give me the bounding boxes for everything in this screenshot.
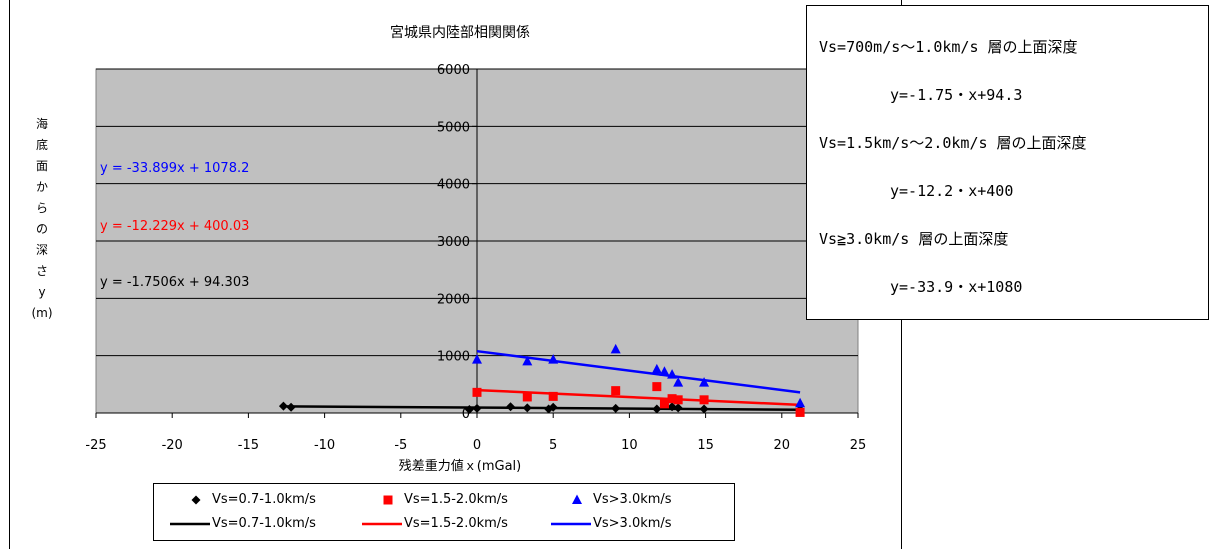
trendline-equation: y = -33.899x + 1078.2 (100, 161, 249, 176)
note-line: Vs≧3.0km/s 層の上面深度 (819, 230, 1009, 248)
trendline (476, 349, 801, 394)
note-line: y=-1.75・x+94.3 (890, 86, 1023, 104)
legend: Vs=0.7-1.0km/s Vs=1.5-2.0km/s Vs>3.0km/s Vs… (153, 483, 735, 541)
note-line: y=-12.2・x+400 (890, 182, 1014, 200)
data-point-triangle (673, 377, 684, 387)
data-point-triangle (651, 363, 662, 374)
data-point-diamond (522, 403, 532, 413)
data-point-diamond (464, 405, 474, 415)
data-point-square (472, 387, 482, 397)
data-point-square (795, 407, 805, 417)
legend-marker-swatch (191, 495, 201, 505)
legend-label: Vs>3.0km/s (593, 492, 672, 507)
data-point-square (659, 399, 669, 409)
data-point-diamond (191, 495, 201, 505)
legend-label: Vs=1.5-2.0km/s (404, 492, 508, 507)
y-tick-label: 3000 (437, 235, 470, 250)
chart-title: 宮城県内陸部相関関係 (390, 25, 530, 41)
data-point-diamond (652, 404, 662, 414)
y-axis-label-char: 海 (36, 116, 48, 131)
data-point-diamond (548, 402, 558, 412)
legend-label: Vs=0.7-1.0km/s (212, 492, 316, 507)
y-axis-label-char: さ (36, 264, 48, 278)
x-tick-label: 10 (621, 438, 638, 453)
data-point-diamond (472, 403, 482, 413)
y-axis-label-char: 面 (36, 159, 48, 173)
data-point-diamond (611, 403, 621, 413)
x-tick-label: 15 (697, 438, 714, 453)
note-line: y=-33.9・x+1080 (890, 278, 1023, 296)
x-tick-label: -25 (85, 438, 106, 453)
data-point-triangle (795, 397, 806, 408)
legend-marker-swatch (383, 495, 393, 505)
legend-line-swatch (362, 522, 402, 526)
data-point-square (673, 395, 683, 405)
legend-item: Vs=0.7-1.0km/s (168, 516, 316, 533)
y-tick-label: 0 (462, 407, 470, 422)
chart-svg: -25 -20 -15 -10 -5 0 5 10 15 20 25 0 1000 2000 3000 400… (31, 25, 867, 474)
data-point-triangle (659, 366, 670, 376)
data-point-square (699, 395, 709, 405)
y-axis-label-char: の (36, 222, 48, 236)
legend-item: Vs=1.5-2.0km/s (360, 516, 508, 533)
data-point-triangle (699, 377, 710, 387)
y-axis-label-char: ら (36, 201, 48, 215)
data-point-triangle (472, 354, 482, 364)
x-tick-label: 20 (774, 438, 791, 453)
y-axis-label-char: 底 (36, 137, 48, 152)
y-tick-label: 1000 (437, 350, 470, 365)
data-point-diamond (673, 403, 683, 413)
data-point-triangle (522, 355, 533, 366)
y-axis-label-char: 深 (36, 243, 48, 257)
data-point-triangle (667, 369, 678, 379)
equation-note-box: Vs=700m/s～1.0km/s 層の上面深度 y=-1.75・x+94.3 … (806, 5, 1209, 320)
data-point-diamond (278, 401, 288, 411)
legend-label: Vs=0.7-1.0km/s (212, 516, 316, 531)
data-point-square (522, 392, 532, 402)
data-point-square (548, 391, 558, 401)
x-tick-label: -10 (314, 438, 335, 453)
legend-line-swatch (170, 522, 210, 526)
legend-item: Vs=0.7-1.0km/s (168, 492, 316, 509)
legend-marker-swatch (572, 494, 582, 504)
legend-item: Vs>3.0km/s (549, 492, 672, 509)
data-point-triangle (610, 343, 621, 354)
legend-line-swatch (551, 522, 591, 526)
data-point-square (667, 394, 677, 404)
data-point-triangle (548, 354, 559, 364)
x-tick-label: 5 (549, 438, 557, 453)
legend-label: Vs=1.5-2.0km/s (404, 516, 508, 531)
legend-label: Vs>3.0km/s (593, 516, 672, 531)
data-point-diamond (286, 402, 296, 412)
legend-item: Vs>3.0km/s (549, 516, 672, 533)
data-point-square (652, 382, 662, 392)
note-line: Vs=1.5km/s～2.0km/s 層の上面深度 (819, 134, 1087, 152)
y-tick-label: 6000 (437, 63, 470, 78)
x-tick-label: -20 (162, 438, 183, 453)
y-axis-label-char: y (38, 285, 45, 299)
x-tick-label: -5 (394, 438, 407, 453)
trendline-equation: y = -1.7506x + 94.303 (100, 275, 249, 290)
note-line: Vs=700m/s～1.0km/s 層の上面深度 (819, 38, 1078, 56)
x-tick-label: 25 (850, 438, 867, 453)
y-axis-label-char: (m) (31, 306, 52, 320)
x-tick-label: 0 (473, 438, 481, 453)
data-point-diamond (667, 402, 677, 412)
data-point-diamond (506, 402, 516, 412)
y-tick-label: 2000 (437, 292, 470, 307)
y-tick-label: 5000 (437, 120, 470, 135)
y-tick-label: 4000 (437, 178, 470, 193)
trendline (283, 405, 801, 411)
trendline-equation: y = -12.229x + 400.03 (100, 219, 249, 234)
data-point-diamond (699, 404, 709, 414)
chart-frame: -25 -20 -15 -10 -5 0 5 10 15 20 25 0 1000 2000 3000 400… (9, 0, 902, 549)
y-axis-label-char: か (36, 180, 48, 194)
data-point-square (383, 495, 393, 505)
x-tick-label: -15 (238, 438, 259, 453)
legend-item: Vs=1.5-2.0km/s (360, 492, 508, 509)
data-point-square (611, 386, 621, 396)
x-axis-label: 残差重力値ｘ(mGal) (399, 458, 521, 474)
data-point-triangle (572, 494, 582, 504)
